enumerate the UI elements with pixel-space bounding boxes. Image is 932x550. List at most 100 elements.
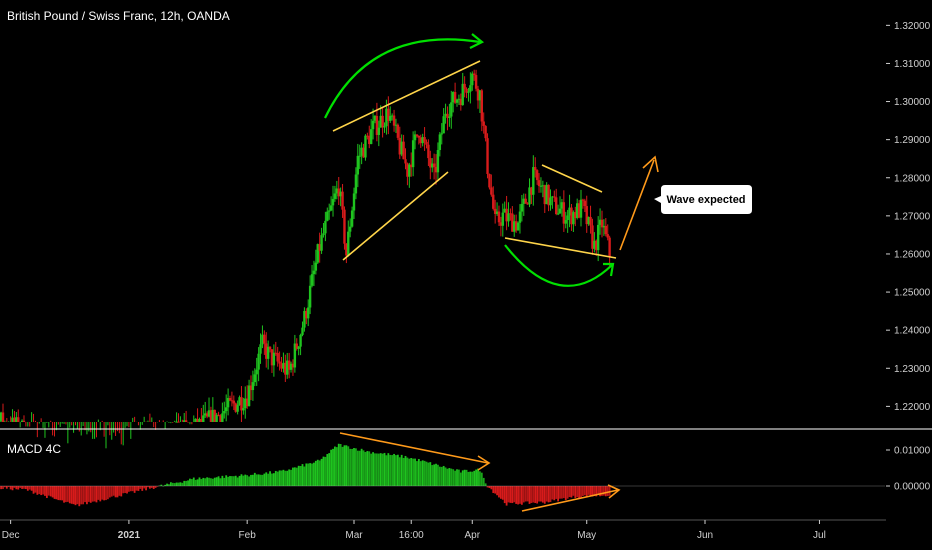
candle-body [604,225,608,235]
macd-bar [154,486,157,488]
macd-bar [358,450,361,486]
candle-body [326,211,329,221]
macd-bar [202,477,205,486]
candle-body [545,184,548,205]
macd-bar [53,486,56,499]
macd-bar [108,486,111,498]
candle-body [360,147,363,156]
macd-bar [505,486,508,506]
candle-body [583,200,587,207]
macd-bar [236,477,239,486]
candle-body [341,191,344,210]
macd-bar [538,486,540,502]
macd-bar [63,486,65,503]
candle-body [471,73,474,86]
macd-bar [477,468,479,486]
macd-bar [456,469,458,486]
macd-bar [364,452,367,486]
macd-bar [479,471,481,486]
macd-bar [484,483,487,486]
macd-bar [414,458,416,486]
candle-body [562,202,566,224]
macd-bar [47,486,50,496]
candle-body [194,418,197,422]
macd-bar [290,469,292,486]
candle-body [266,346,270,359]
macd-bar [498,486,500,498]
candle-body [348,226,352,232]
candle-body [404,159,407,164]
candle-body [579,199,583,218]
macd-bar [368,451,371,486]
candle-body [534,167,537,171]
candle-body [297,346,300,349]
macd-bar [179,482,182,486]
macd-bar [309,463,312,486]
candle-body [268,346,272,350]
candle-body [440,133,443,135]
macd-bar [183,480,186,486]
macd-bar [562,486,565,499]
macd-bar [173,483,176,486]
macd-bar [242,475,245,486]
macd-bar [278,470,281,486]
candle-body [301,327,304,335]
macd-bar [30,486,33,491]
macd-bar [311,463,313,486]
macd-bar [568,486,571,497]
macd-bar [334,446,336,486]
candle-body [410,164,413,168]
macd-bar [114,486,117,498]
candle-body [312,270,316,275]
candle-body [467,91,470,93]
candle-body [373,115,377,121]
macd-bar [38,486,41,495]
candle-body [232,400,236,404]
macd-bar [171,482,174,486]
macd-bar [360,448,363,486]
macd-bar [423,460,426,486]
macd-bar [272,473,275,486]
candle-body [1,412,5,422]
macd-bar [175,482,178,486]
macd-bar [330,449,333,486]
macd-bar [34,486,37,493]
macd-bar [305,463,308,486]
macd-bar [105,486,107,501]
macd-bar [217,476,220,486]
macd-bar [337,443,340,486]
macd-bar [26,486,29,491]
macd-bar [240,474,243,486]
macd-bar [204,478,207,486]
macd-bar [374,453,376,486]
candle-body [427,144,430,159]
time-tick-label: Mar [345,530,363,541]
price-candles [0,69,611,449]
macd-bar [437,464,439,486]
arrowhead-bottom [603,262,615,277]
macd-bar [44,486,46,496]
candle-body [204,413,207,416]
macd-bar [271,473,273,486]
macd-bar [89,486,92,503]
callout-shape [654,185,752,214]
time-tick-label: Jun [697,530,713,541]
macd-bar [503,486,506,504]
macd-bar [190,479,193,486]
macd-bar [229,476,231,486]
macd-bar [2,486,4,490]
candle-body [413,134,417,141]
macd-bar [148,486,151,489]
macd-bar [206,477,209,486]
candle-body [303,310,306,328]
macd-bar [95,486,98,503]
macd-bar [11,486,14,491]
candle-body [572,212,575,225]
candle-body [518,211,522,223]
candle-body [320,235,323,251]
candle-body [328,210,331,212]
candle-body [219,415,222,422]
macd-bar [587,486,590,495]
candle-body [333,193,337,199]
candle-body [600,219,604,228]
